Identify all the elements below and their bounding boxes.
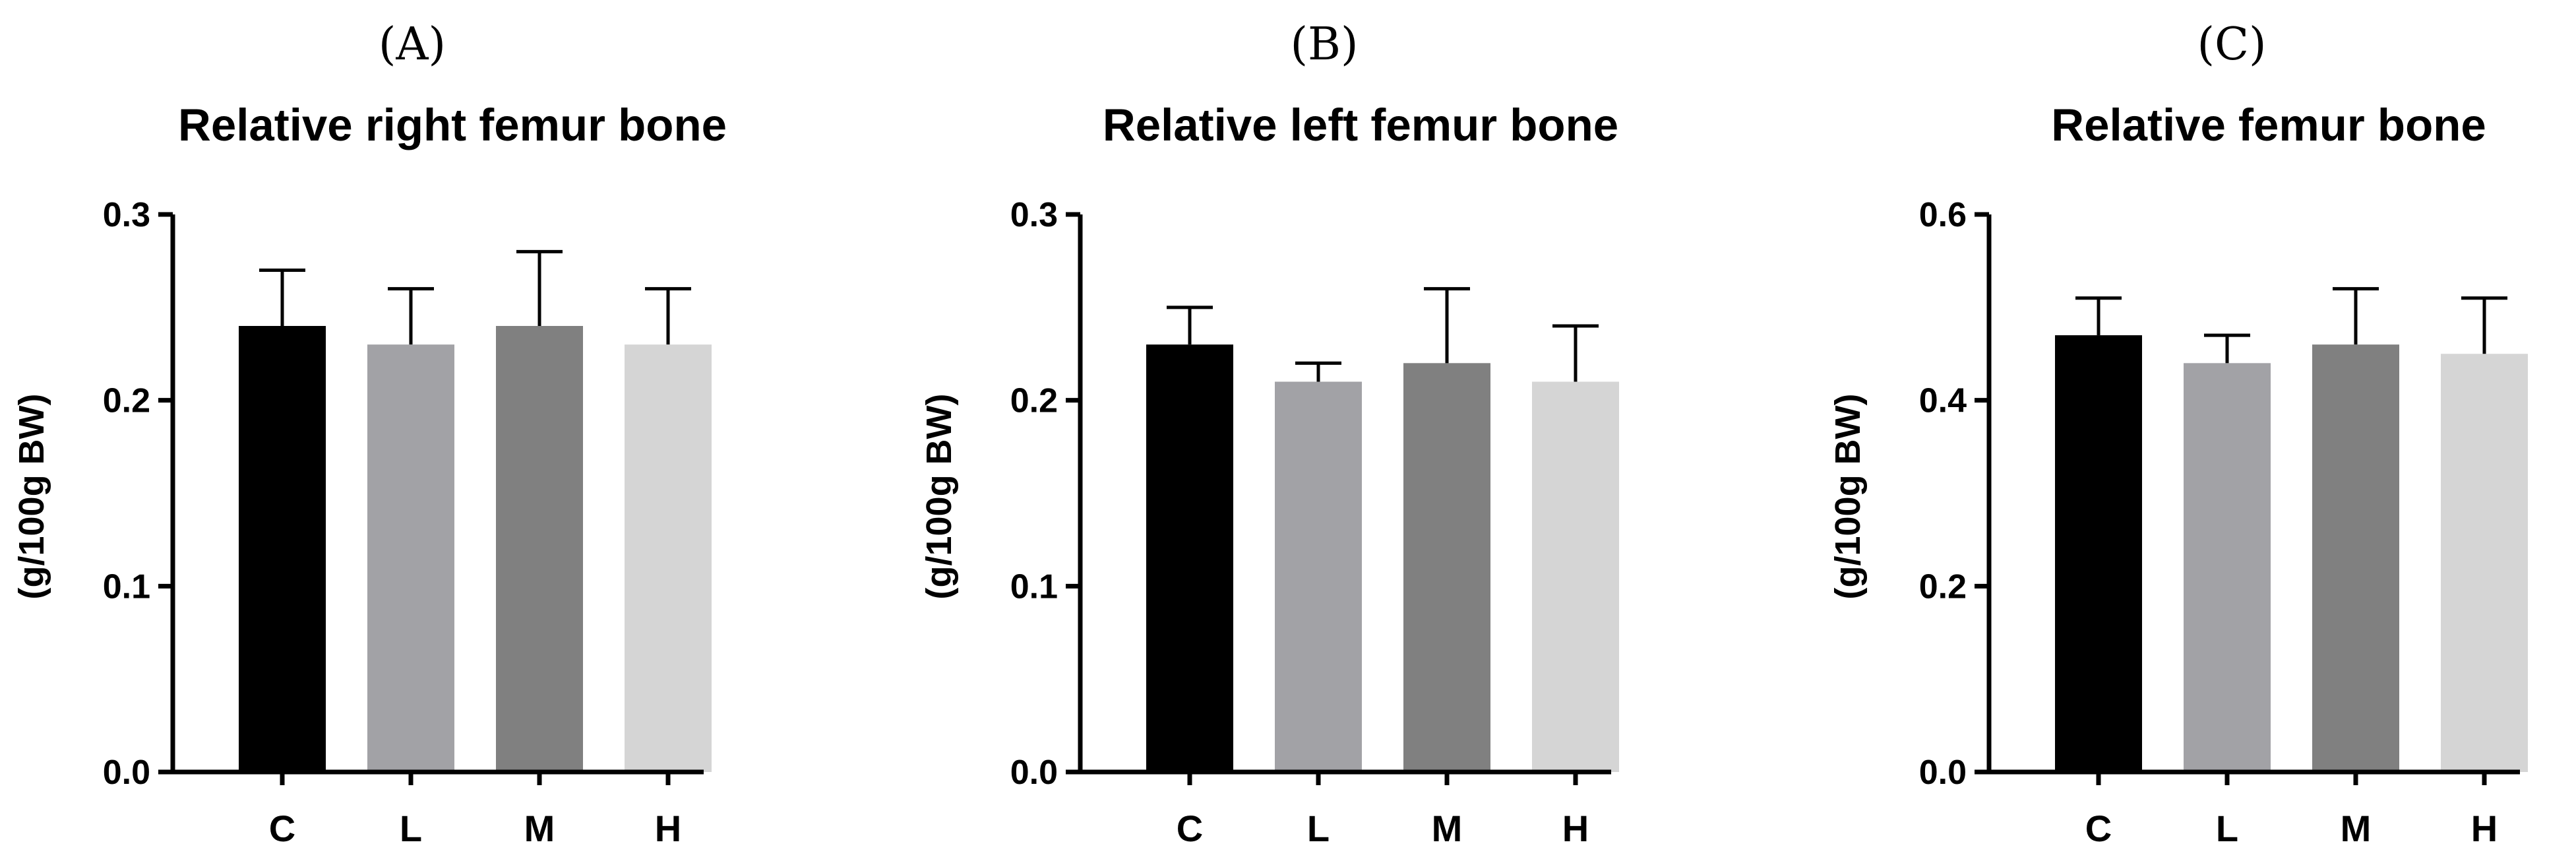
bar-L (367, 344, 454, 772)
chart-panel-2: (B) Relative left femur bone (g/100g BW) C L… (919, 18, 1619, 849)
bar-H (1532, 381, 1619, 772)
x-tick-label: C (1177, 808, 1203, 849)
y-axis-label: (g/100g BW) (12, 393, 51, 599)
y-tick-label: 0.1 (103, 567, 150, 606)
chart-title: Relative right femur bone (178, 100, 727, 150)
panel-label: (B) (1290, 18, 1358, 71)
y-tick-label: 0.6 (1919, 196, 1967, 234)
bar-M (2312, 344, 2399, 772)
y-tick-label: 0.0 (1010, 754, 1058, 792)
y-tick-label: 0.4 (1919, 382, 1967, 420)
x-tick-label: L (400, 808, 422, 849)
y-tick-label: 0.3 (1010, 196, 1058, 234)
chart-panel-3: (C) Relative femur bone (g/100g BW) C L M H 0.0… (1828, 18, 2528, 849)
x-tick-label: M (1432, 808, 1463, 849)
y-tick-label: 0.3 (103, 196, 150, 234)
bar-M (1403, 363, 1490, 772)
x-tick-label: C (2085, 808, 2112, 849)
panel-label: (C) (2197, 18, 2266, 71)
x-tick-label: H (2471, 808, 2498, 849)
chart-title: Relative left femur bone (1103, 100, 1618, 150)
x-tick-label: M (524, 808, 555, 849)
bar-C (239, 326, 326, 772)
bar-C (2055, 335, 2142, 772)
bar-L (2184, 363, 2271, 772)
y-tick-label: 0.2 (103, 382, 150, 420)
x-tick-label: C (269, 808, 295, 849)
bar-H (625, 344, 712, 772)
x-tick-label: H (1562, 808, 1589, 849)
y-tick-label: 0.2 (1010, 382, 1058, 420)
y-axis-label: (g/100g BW) (919, 393, 959, 599)
y-tick-label: 0.0 (103, 754, 150, 792)
x-tick-label: M (2341, 808, 2372, 849)
chart-title: Relative femur bone (2051, 100, 2486, 150)
bar-H (2441, 354, 2528, 772)
y-tick-label: 0.1 (1010, 567, 1058, 606)
x-tick-label: L (1307, 808, 1330, 849)
y-tick-label: 0.2 (1919, 567, 1967, 606)
x-tick-label: H (655, 808, 681, 849)
chart-panel-1: (A) Relative right femur bone (g/100g BW) C… (12, 18, 727, 849)
x-tick-label: L (2216, 808, 2238, 849)
bar-L (1275, 381, 1362, 772)
y-axis-label: (g/100g BW) (1828, 393, 1868, 599)
y-tick-label: 0.0 (1919, 754, 1967, 792)
bar-M (496, 326, 583, 772)
panel-label: (A) (379, 18, 446, 71)
bar-C (1146, 344, 1233, 772)
